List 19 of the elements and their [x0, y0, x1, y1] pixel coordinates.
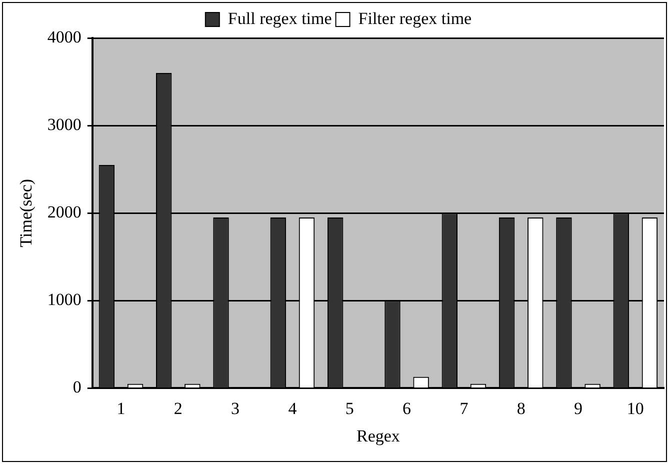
y-tick-label: 2000 — [47, 202, 82, 222]
legend-label: Filter regex time — [358, 8, 472, 28]
x-tick-label: 7 — [460, 398, 469, 418]
x-tick-label: 9 — [574, 398, 583, 418]
x-axis-title: Regex — [356, 426, 400, 446]
y-tick-label: 0 — [72, 378, 82, 397]
x-tick-label: 6 — [402, 398, 412, 418]
x-tick-label: 4 — [288, 398, 298, 418]
y-tick-label: 3000 — [47, 115, 82, 134]
x-tick-label: 8 — [516, 398, 526, 418]
y-tick-label: 1000 — [47, 290, 82, 310]
x-tick-label: 2 — [174, 398, 182, 418]
legend-label: Full regex time — [228, 8, 332, 28]
x-tick-label: 5 — [345, 398, 354, 418]
x-tick-label: 10 — [626, 398, 644, 418]
x-tick-label: 1 — [116, 398, 126, 418]
y-tick-label: 4000 — [47, 27, 82, 46]
y-axis-title: Time(sec) — [16, 178, 36, 248]
x-tick-label: 3 — [231, 398, 240, 418]
